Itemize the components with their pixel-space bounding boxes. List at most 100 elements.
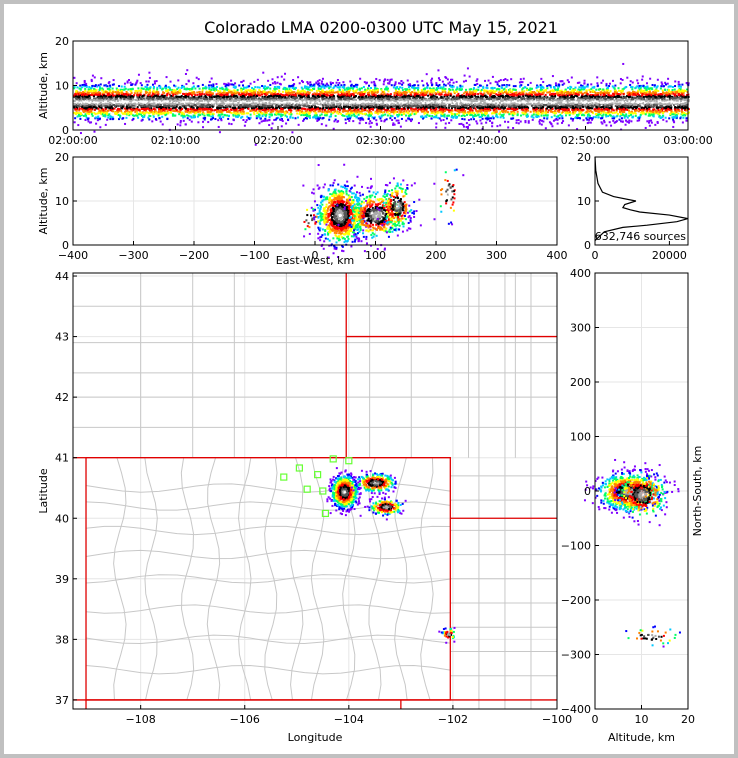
time-height-source-point [131, 119, 134, 122]
time-height-source-point [396, 113, 399, 116]
time-height-source-point [567, 90, 570, 93]
time-height-source-point [358, 112, 361, 115]
time-height-source-point [390, 111, 393, 114]
time-height-source-point [413, 108, 416, 111]
time-height-source-point [466, 103, 469, 106]
time-height-source-point [268, 116, 271, 119]
time-height-source-point [507, 126, 510, 129]
time-height-source-point [247, 107, 250, 110]
time-height-source-point [182, 98, 185, 101]
time-height-source-point [512, 105, 515, 108]
time-height-source-point [140, 87, 143, 90]
time-height-source-point [370, 121, 373, 124]
time-height-source-point [211, 86, 214, 89]
time-height-source-point [216, 85, 219, 88]
time-height-source-point [334, 101, 337, 104]
time-height-source-point [145, 86, 148, 89]
time-height-source-point [306, 109, 309, 112]
time-height-source-point [352, 86, 355, 89]
time-height-source-point [639, 87, 642, 90]
time-height-source-point [242, 79, 245, 82]
time-height-source-point [389, 95, 392, 98]
time-height-source-point [96, 119, 99, 122]
time-height-source-point [273, 113, 276, 116]
time-height-source-point [211, 115, 214, 118]
time-height-source-point [242, 84, 245, 87]
time-height-source-point [297, 98, 300, 101]
time-height-source-point [263, 100, 266, 103]
time-height-source-point [537, 91, 540, 94]
time-height-source-point [429, 107, 432, 110]
time-height-source-point [304, 117, 307, 120]
time-height-source-point [125, 90, 128, 93]
time-height-source-point [399, 82, 402, 85]
time-height-source-point [671, 96, 674, 99]
time-height-source-point [247, 104, 250, 107]
time-height-source-point [207, 91, 210, 94]
time-height-source-point [210, 77, 213, 80]
time-height-source-point [122, 94, 125, 97]
time-height-source-point [498, 88, 501, 91]
time-height-source-point [566, 94, 569, 97]
time-height-source-point [329, 89, 332, 92]
time-height-source-point [208, 94, 211, 97]
time-height-source-point [205, 99, 208, 102]
time-height-source-point [199, 93, 202, 96]
time-height-source-point [470, 102, 473, 105]
time-height-source-point [278, 97, 281, 100]
time-height-source-point [397, 115, 400, 118]
time-height-source-point [349, 108, 352, 111]
time-height-source-point [531, 91, 534, 94]
time-height-source-point [567, 111, 570, 114]
time-height-source-point [191, 91, 194, 94]
time-height-source-point [148, 100, 151, 103]
time-height-source-point [114, 99, 117, 102]
time-height-source-point [230, 79, 233, 82]
time-height-source-point [522, 104, 525, 107]
time-height-source-point [278, 107, 281, 110]
time-height-source-point [678, 90, 681, 93]
time-height-source-point [458, 123, 461, 126]
time-height-source-point [619, 120, 622, 123]
time-height-source-point [421, 79, 424, 82]
time-height-source-point [182, 116, 185, 119]
time-height-source-point [144, 85, 147, 88]
time-height-source-point [226, 110, 229, 113]
time-height-source-point [555, 118, 558, 121]
time-height-source-point [96, 112, 99, 115]
time-height-source-point [193, 91, 196, 94]
time-height-source-point [626, 120, 629, 123]
time-height-source-point [233, 89, 236, 92]
time-height-source-point [389, 114, 392, 117]
time-height-source-point [188, 105, 191, 108]
time-height-source-point [227, 84, 230, 87]
time-height-source-point [599, 93, 602, 96]
time-height-source-point [357, 96, 360, 99]
time-height-source-point [320, 99, 323, 102]
time-height-source-point [125, 98, 128, 101]
time-height-source-point [91, 111, 94, 114]
time-height-source-point [207, 84, 210, 87]
time-height-source-point [221, 87, 224, 90]
time-height-source-point [444, 100, 447, 103]
time-height-source-point [394, 87, 397, 90]
time-height-source-point [495, 93, 498, 96]
time-height-source-point [543, 99, 546, 102]
time-height-source-point [349, 105, 352, 108]
time-height-source-point [538, 98, 541, 101]
time-height-source-point [499, 79, 502, 82]
time-height-source-point [309, 81, 312, 84]
time-height-source-point [561, 103, 564, 106]
time-height-source-point [640, 95, 643, 98]
time-height-source-point [393, 84, 396, 87]
time-height-source-point [612, 109, 615, 112]
time-height-source-point [591, 118, 594, 121]
time-height-source-point [362, 109, 365, 112]
time-height-source-point [215, 88, 218, 91]
time-height-source-point [412, 95, 415, 98]
time-height-source-point [158, 109, 161, 112]
time-height-source-point [305, 87, 308, 90]
time-height-source-point [160, 112, 163, 115]
time-height-source-point [518, 91, 521, 94]
time-height-source-point [201, 105, 204, 108]
